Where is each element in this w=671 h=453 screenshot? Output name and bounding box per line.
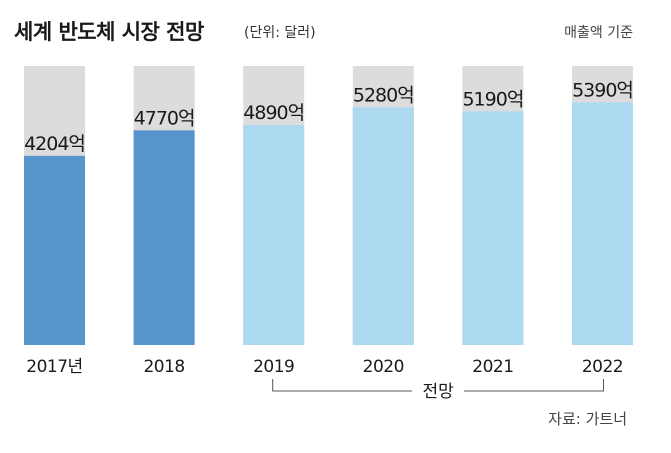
- value-label-2: 4890억: [243, 102, 304, 124]
- value-label-3: 5280억: [353, 84, 414, 106]
- x-tick-label-1: 2018: [143, 357, 184, 377]
- x-tick-label-4: 2021: [472, 357, 513, 377]
- forecast-bracket-line: [272, 379, 604, 392]
- x-tick-label-5: 2022: [582, 357, 623, 377]
- bar-0: [24, 155, 85, 345]
- forecast-bracket: 전망: [272, 379, 604, 402]
- x-tick-label-3: 2020: [363, 357, 404, 377]
- forecast-label: 전망: [422, 382, 454, 402]
- bar-backgrounds: [24, 66, 633, 345]
- chart-title: 세계 반도체 시장 전망: [14, 20, 204, 44]
- bar-3: [352, 107, 414, 346]
- x-axis-labels: 2017년 2018 2019 2020 2021 2022: [26, 357, 623, 377]
- value-labels: 4204억 4770억 4890억 5280억 5190억 5390억: [24, 79, 634, 155]
- value-label-5: 5390억: [572, 79, 633, 101]
- bar-2: [243, 124, 305, 345]
- bar-4: [462, 111, 524, 345]
- source-label: 자료: 가트너: [548, 410, 627, 428]
- x-tick-label-0: 2017년: [26, 357, 82, 377]
- bar-1: [133, 130, 195, 345]
- bar-5: [572, 102, 633, 345]
- value-label-0: 4204억: [24, 133, 85, 155]
- bars: [24, 102, 633, 346]
- value-label-1: 4770억: [134, 107, 195, 129]
- value-label-4: 5190억: [462, 88, 523, 110]
- unit-label: (단위: 달러): [244, 25, 316, 41]
- x-tick-label-2: 2019: [253, 357, 294, 377]
- basis-label: 매출액 기준: [564, 25, 633, 41]
